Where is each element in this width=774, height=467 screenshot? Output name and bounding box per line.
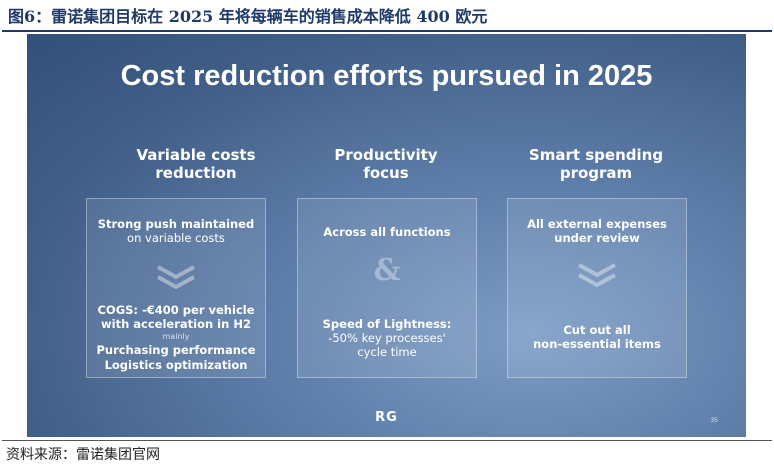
card-text: under review [554,231,640,245]
card-text: mainly [162,332,190,341]
card-text: Purchasing performance [96,343,256,357]
slide-title: Cost reduction efforts pursued in 2025 [120,60,653,92]
column-heading-productivity: Productivity focus [286,146,486,182]
card-text: non-essential items [533,337,661,351]
slide: Cost reduction efforts pursued in 2025 V… [27,34,746,437]
column-heading-variable-costs: Variable costs reduction [96,146,296,182]
card-text: Across all functions [323,225,451,239]
chevron-down-icon [578,263,616,288]
card-text: Cut out all [563,323,631,337]
card-text: Logistics optimization [104,358,248,372]
card-text: cycle time [357,345,417,359]
heading-line: Smart spending [528,146,664,164]
source-divider [2,440,772,441]
column-heading-smart-spending: Smart spending program [496,146,696,182]
card-smart-spending: All external expenses under review Cut o… [507,198,687,378]
card-text: Speed of Lightness: [322,317,452,331]
figure-title: 图6：雷诺集团目标在 2025 年将每辆车的销售成本降低 400 欧元 [8,7,488,26]
card-text: with acceleration in H2 [101,317,251,331]
heading-line: Productivity [334,146,438,164]
heading-line: focus [363,164,409,182]
heading-line: Variable costs [136,146,256,164]
rg-logo: RG [375,410,398,425]
card-text: Strong push maintained [97,217,255,231]
title-divider [2,30,772,32]
card-productivity: Across all functions & Speed of Lightnes… [297,198,477,378]
figure-source: 资料来源：雷诺集团官网 [6,447,160,463]
card-variable-costs: Strong push maintained on variable costs… [86,198,266,378]
page-number: 35 [710,417,718,424]
heading-line: reduction [155,164,237,182]
card-text: -50% key processes' [328,331,446,345]
card-text: COGS: -€400 per vehicle [97,303,255,317]
card-text: All external expenses [527,217,667,231]
ampersand-icon: & [373,253,401,288]
chevron-down-icon [157,265,195,290]
heading-line: program [559,164,633,182]
card-text: on variable costs [127,231,225,245]
